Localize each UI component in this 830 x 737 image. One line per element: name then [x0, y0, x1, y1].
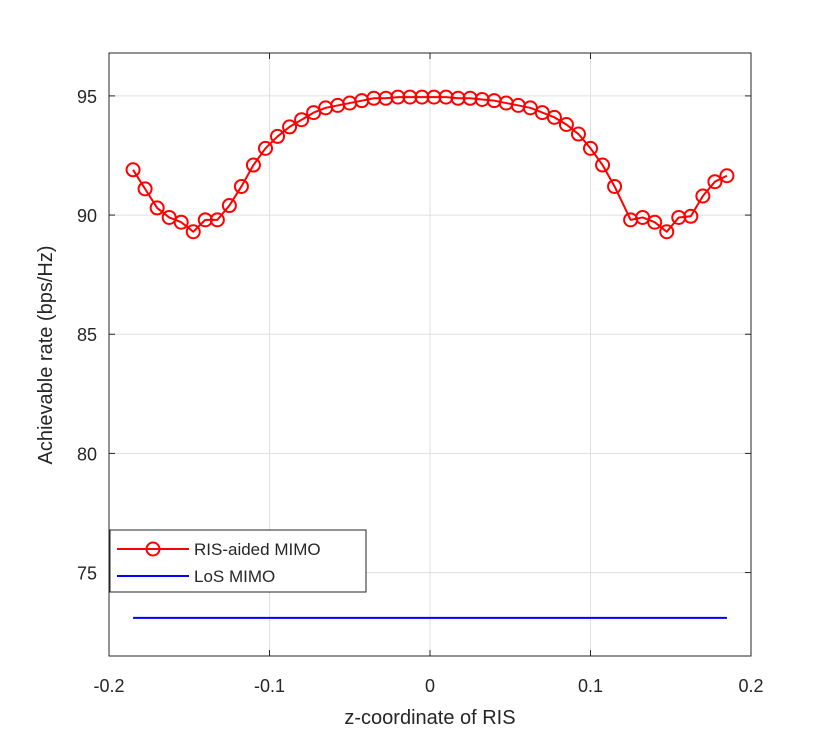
data-point-ris-aided-mimo — [607, 178, 623, 194]
data-point-ris-aided-mimo — [209, 212, 225, 228]
grid-lines — [109, 53, 751, 656]
x-axis-label: z-coordinate of RIS — [344, 707, 515, 729]
data-point-ris-aided-mimo — [294, 112, 310, 128]
x-tick-label: -0.1 — [254, 676, 285, 696]
y-tick-label: 85 — [77, 325, 97, 345]
data-point-ris-aided-mimo — [173, 214, 189, 230]
data-point-ris-aided-mimo — [137, 181, 153, 197]
y-tick-label: 75 — [77, 564, 97, 584]
data-point-ris-aided-mimo — [257, 140, 273, 156]
series-layer — [125, 89, 735, 619]
data-point-ris-aided-mimo — [558, 117, 574, 133]
x-tick-label: 0.1 — [578, 676, 603, 696]
legend: RIS-aided MIMO LoS MIMO — [109, 529, 367, 593]
legend-label-los-mimo: LoS MIMO — [194, 567, 275, 586]
legend-label-ris-aided-mimo: RIS-aided MIMO — [194, 540, 321, 559]
data-point-ris-aided-mimo — [270, 128, 286, 144]
legend-marker-ris-aided-mimo — [145, 541, 161, 557]
data-point-ris-aided-mimo — [185, 224, 201, 240]
y-tick-label: 95 — [77, 87, 97, 107]
data-point-ris-aided-mimo — [282, 119, 298, 135]
data-point-ris-aided-mimo — [707, 174, 723, 190]
x-tick-label: 0.2 — [738, 676, 763, 696]
y-tick-label: 80 — [77, 444, 97, 464]
data-point-ris-aided-mimo — [659, 224, 675, 240]
data-point-ris-aided-mimo — [695, 188, 711, 204]
data-point-ris-aided-mimo — [583, 140, 598, 156]
data-point-ris-aided-mimo — [221, 198, 237, 214]
data-point-ris-aided-mimo — [125, 162, 141, 178]
data-point-ris-aided-mimo — [647, 214, 663, 230]
y-tick-label: 90 — [77, 206, 97, 226]
data-point-ris-aided-mimo — [719, 168, 735, 184]
data-point-ris-aided-mimo — [546, 109, 562, 125]
data-point-ris-aided-mimo — [570, 126, 586, 142]
legend-box — [109, 529, 367, 593]
data-point-ris-aided-mimo — [595, 157, 611, 173]
data-point-ris-aided-mimo — [245, 157, 261, 173]
x-tick-label: -0.2 — [93, 676, 124, 696]
data-point-ris-aided-mimo — [233, 178, 249, 194]
data-point-ris-aided-mimo — [149, 200, 165, 216]
x-tick-label: 0 — [425, 676, 435, 696]
data-point-ris-aided-mimo — [683, 208, 699, 224]
y-axis-label: Achievable rate (bps/Hz) — [35, 246, 57, 465]
